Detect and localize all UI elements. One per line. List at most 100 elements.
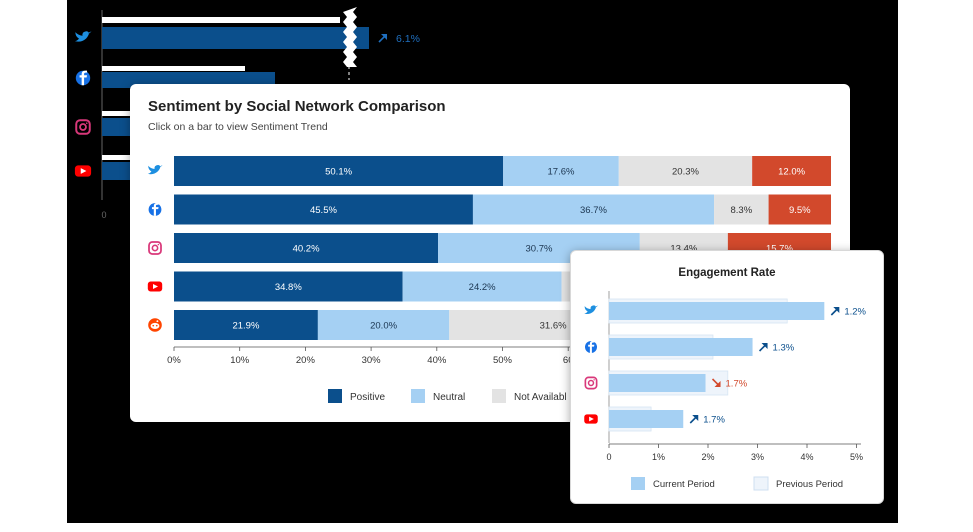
bg-previous-bar	[102, 17, 340, 23]
sentiment-bar-segment	[174, 271, 403, 302]
sentiment-x-tick-label: 0%	[167, 355, 181, 366]
engagement-x-tick-label: 4%	[800, 452, 813, 462]
sentiment-legend-label: Not Availabl	[514, 392, 567, 403]
instagram-dot	[593, 379, 595, 381]
arrow-up-icon	[378, 34, 387, 43]
sentiment-bar-label: 20.3%	[672, 167, 699, 178]
sentiment-bar-segment	[618, 156, 753, 186]
engagement-x-tick-label: 5%	[850, 452, 863, 462]
sentiment-bar-label: 45.5%	[310, 205, 337, 216]
sentiment-bar-label: 20.0%	[370, 321, 397, 332]
sentiment-x-tick-label: 40%	[427, 355, 447, 366]
engagement-legend-swatch	[631, 477, 645, 490]
engagement-bar-chart: 1.2% 1.3% 1.7% 1.7% 0 1% 2% 3% 4% 5% Current Perio…	[584, 291, 867, 491]
sentiment-bar-label: 31.6%	[540, 321, 567, 332]
sentiment-bar-label: 36.7%	[580, 205, 607, 216]
instagram-lens	[587, 379, 595, 387]
reddit-eye	[155, 324, 158, 327]
bg-axis-break	[343, 7, 357, 67]
sentiment-bar-chart: 50.1% 17.6% 20.3% 12.0% 45.5% 36.7% 8.3% 9.5% 40…	[147, 156, 831, 403]
sentiment-bar-label: 24.2%	[469, 282, 496, 293]
sentiment-bar-segment	[768, 194, 831, 225]
sentiment-bar-label: 40.2%	[293, 244, 320, 255]
sentiment-bar-label: 12.0%	[778, 167, 805, 178]
youtube-play	[80, 168, 87, 174]
instagram-dot	[85, 122, 88, 125]
sentiment-bar-segment	[752, 156, 831, 186]
instagram-frame	[148, 241, 162, 255]
facebook-f	[79, 70, 88, 86]
instagram-frame	[584, 376, 598, 390]
instagram-icon	[75, 119, 91, 135]
engagement-current-bar	[609, 410, 684, 428]
engagement-change-label: 1.7%	[703, 415, 725, 426]
sentiment-bar-segment	[317, 310, 450, 340]
sentiment-bar-label: 34.8%	[275, 282, 302, 293]
sentiment-bar-segment	[174, 233, 439, 263]
sentiment-bar-segment	[174, 156, 504, 186]
sentiment-bar-label: 50.1%	[325, 167, 352, 178]
facebook-f	[588, 340, 595, 353]
sentiment-chart-subtitle: Click on a bar to view Sentiment Trend	[148, 121, 328, 133]
reddit-icon	[148, 318, 162, 332]
sentiment-bar-segment	[472, 194, 715, 225]
sentiment-bar-label: 15.7%	[766, 244, 793, 255]
sentiment-legend-label: Neutral	[433, 392, 465, 403]
engagement-change-label: 1.3%	[773, 343, 795, 354]
twitter-icon	[147, 164, 163, 175]
instagram-lens	[151, 244, 159, 252]
instagram-icon	[584, 376, 598, 390]
sentiment-bar-segment	[402, 271, 562, 302]
engagement-card: Engagement Rate 1.2% 1.3% 1.7% 1.7% 0 1% 2% 3% 4…	[570, 250, 884, 504]
sentiment-x-tick-label: 10%	[230, 355, 250, 366]
facebook-icon	[148, 202, 162, 216]
twitter-icon	[74, 31, 92, 42]
sentiment-legend-swatch	[411, 389, 425, 403]
sentiment-bar-label: 21.9%	[232, 321, 259, 332]
bg-x-tick-label: 0	[101, 210, 106, 220]
sentiment-bar-label: 13.4%	[670, 244, 697, 255]
engagement-legend-swatch	[753, 476, 769, 491]
twitter-shape	[147, 164, 163, 175]
engagement-change-label: 1.7%	[726, 379, 748, 390]
engagement-x-tick-label: 3%	[751, 452, 764, 462]
sentiment-bar-segment	[714, 194, 769, 225]
instagram-lens	[79, 123, 87, 131]
sentiment-bar-label: 17.6%	[548, 167, 575, 178]
reddit-eye	[152, 324, 155, 327]
twitter-shape	[74, 31, 92, 42]
sentiment-bar-label: 9.5%	[789, 205, 811, 216]
twitter-icon	[584, 305, 599, 315]
youtube-icon	[74, 165, 92, 177]
instagram-icon	[148, 241, 162, 255]
engagement-current-bar	[609, 338, 753, 356]
youtube-icon	[147, 281, 163, 292]
sentiment-legend-swatch	[492, 389, 506, 403]
bg-change-label: 6.1%	[396, 33, 420, 45]
bg-current-bar	[102, 27, 369, 49]
instagram-dot	[157, 243, 160, 246]
sentiment-x-tick-label: 20%	[296, 355, 316, 366]
youtube-icon	[584, 414, 598, 424]
engagement-legend-label: Current Period	[653, 479, 715, 490]
bg-previous-bar	[102, 66, 245, 71]
sentiment-x-tick-label: 30%	[362, 355, 382, 366]
facebook-icon	[75, 70, 91, 86]
engagement-current-bar	[609, 374, 706, 392]
reddit-antenna	[156, 320, 159, 323]
engagement-x-tick-label: 0	[606, 452, 611, 462]
arrow-up-icon	[689, 415, 699, 424]
engagement-chart-title: Engagement Rate	[678, 267, 776, 279]
facebook-icon	[585, 340, 597, 353]
sentiment-x-tick-label: 60	[563, 355, 574, 366]
engagement-x-tick-label: 2%	[701, 452, 714, 462]
youtube-play	[153, 283, 159, 290]
sentiment-bar-segment	[174, 310, 318, 340]
engagement-current-bar	[609, 302, 825, 320]
sentiment-bar-label: 30.7%	[525, 244, 552, 255]
sentiment-chart-title: Sentiment by Social Network Comparison	[148, 98, 446, 115]
engagement-change-label: 1.2%	[844, 307, 866, 318]
arrow-up-icon	[758, 343, 768, 352]
sentiment-legend-label: Positive	[350, 392, 385, 403]
sentiment-bar-segment	[174, 194, 473, 225]
